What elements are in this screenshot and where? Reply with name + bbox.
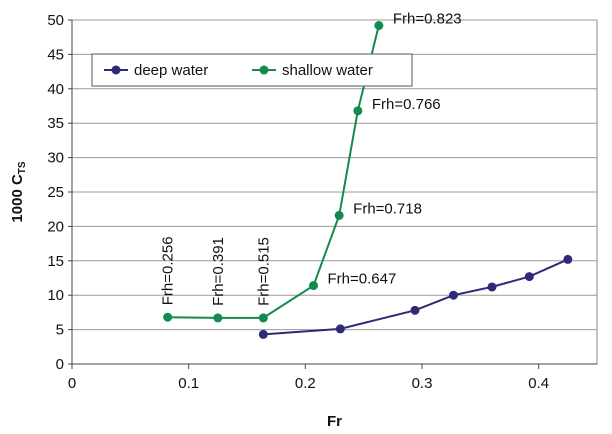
point-annotation: Frh=0.647 [328, 271, 397, 288]
y-tick-label: 45 [47, 46, 64, 63]
x-tick-label: 0.4 [528, 375, 549, 392]
point-annotation: Frh=0.391 [210, 237, 227, 306]
data-point [374, 21, 384, 31]
y-tick-label: 10 [47, 287, 64, 304]
data-point [163, 312, 173, 322]
data-point [353, 106, 363, 116]
annotations: Frh=0.256 Frh=0.391 Frh=0.515 Frh=0.647 Frh=… [160, 11, 462, 306]
legend: deep water shallow water [91, 53, 413, 87]
legend-swatch-marker [259, 65, 269, 75]
point-annotation: Frh=0.256 [160, 236, 177, 305]
y-tick-label: 40 [47, 81, 64, 98]
data-point [563, 254, 573, 264]
legend-label: deep water [134, 62, 208, 79]
data-point [449, 290, 458, 300]
y-tick-label: 30 [47, 150, 64, 167]
y-axis-title-main: 1000 C [9, 174, 26, 223]
y-axis-title: 1000 CTS [9, 161, 28, 222]
legend-swatch-marker [111, 65, 121, 75]
y-tick-label: 50 [47, 12, 64, 29]
point-annotation: Frh=0.718 [353, 200, 422, 217]
data-point [258, 329, 268, 339]
data-point [410, 305, 420, 315]
data-point [487, 282, 497, 292]
data-point [309, 281, 318, 291]
data-point [213, 313, 223, 323]
y-tick-label: 15 [47, 253, 64, 270]
series-layer [163, 21, 573, 339]
x-tick-label: 0.3 [412, 375, 433, 392]
data-point [258, 313, 268, 323]
point-annotation: Frh=0.766 [372, 96, 441, 113]
y-tick-label: 0 [56, 356, 64, 373]
x-tick-label: 0.1 [178, 375, 199, 392]
data-point [524, 272, 534, 282]
y-tick-label: 20 [47, 218, 64, 235]
tick-labels: 0 5 10 15 20 25 30 35 40 45 50 0 0.1 0.2 0.3 0.4 [47, 12, 549, 392]
data-point [334, 210, 344, 220]
x-axis-title: Fr [327, 413, 342, 430]
point-annotation: Frh=0.823 [393, 11, 462, 28]
x-tick-label: 0.2 [295, 375, 316, 392]
y-axis-title-subscript: TS [17, 161, 28, 174]
y-tick-label: 35 [47, 115, 64, 132]
legend-label: shallow water [282, 62, 373, 79]
axes [68, 19, 597, 369]
x-tick-label: 0 [68, 375, 76, 392]
point-annotation: Frh=0.515 [255, 237, 272, 306]
y-tick-label: 5 [56, 322, 64, 339]
y-tick-label: 25 [47, 184, 64, 201]
data-point [335, 324, 345, 334]
